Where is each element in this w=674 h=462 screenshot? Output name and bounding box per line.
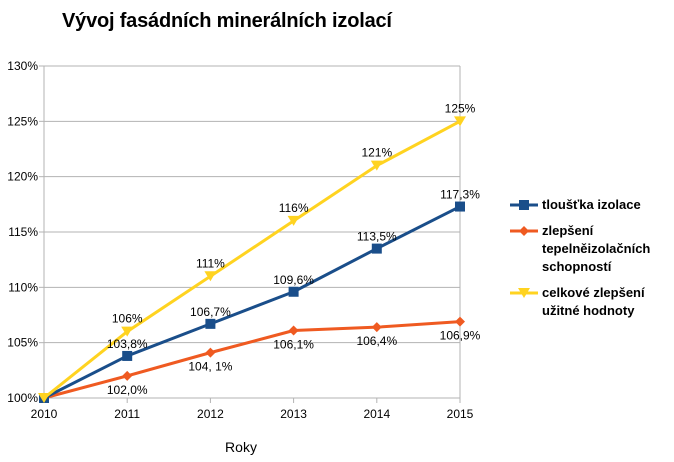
point-square-marker xyxy=(288,286,299,297)
data-label: 125% xyxy=(445,101,476,115)
point-square-marker xyxy=(205,318,216,329)
point-diamond-marker xyxy=(205,347,216,358)
point-triangle-marker xyxy=(38,393,50,403)
data-label: 106,4% xyxy=(356,334,397,348)
point-diamond-marker xyxy=(122,370,133,381)
legend-swatch xyxy=(510,288,538,298)
x-tick-label: 2010 xyxy=(31,407,58,421)
legend-swatch xyxy=(510,226,538,236)
data-label: 117,3% xyxy=(440,188,480,202)
x-tick-label: 2015 xyxy=(447,407,474,421)
legend-item: tloušťka izolace xyxy=(510,196,670,214)
series-line xyxy=(43,120,461,400)
y-tick-label: 120% xyxy=(7,170,38,184)
y-tick-label: 130% xyxy=(7,59,38,73)
point-square-marker xyxy=(519,200,529,210)
point-diamond-marker xyxy=(455,316,465,327)
series-line xyxy=(43,205,461,400)
point-diamond-marker xyxy=(519,226,529,236)
point-diamond-marker xyxy=(371,322,382,333)
data-label: 106% xyxy=(112,312,143,326)
data-label: 113,5% xyxy=(357,230,397,244)
y-tick-label: 110% xyxy=(8,280,38,294)
data-label: 109,6% xyxy=(273,273,314,287)
data-label: 106,7% xyxy=(190,305,231,319)
y-tick-label: 105% xyxy=(7,336,38,350)
x-tick-label: 2012 xyxy=(197,407,224,421)
y-tick-label: 125% xyxy=(7,114,38,128)
y-tick-label: 100% xyxy=(7,391,38,405)
x-axis-title: Roky xyxy=(225,439,257,455)
axes: 100% 105% 110% 115% 120% 125% 130% 2010 2011 2012… xyxy=(7,59,473,455)
series-lines xyxy=(38,116,466,403)
point-triangle-marker xyxy=(518,288,530,298)
legend-item: celkové zlepšení užitné hodnoty xyxy=(510,284,670,320)
point-square-marker xyxy=(455,201,465,212)
data-label: 121% xyxy=(361,146,392,160)
point-diamond-marker xyxy=(288,325,299,336)
x-tick-label: 2013 xyxy=(280,407,307,421)
x-tick-label: 2011 xyxy=(114,407,140,421)
point-triangle-marker xyxy=(287,215,300,226)
series-line xyxy=(43,320,461,400)
legend-swatch xyxy=(510,200,538,210)
point-triangle-marker xyxy=(370,160,383,171)
point-square-marker xyxy=(371,243,382,254)
legend-label: tloušťka izolace xyxy=(542,197,641,212)
legend: tloušťka izolace zlepšení tepelněizolační… xyxy=(510,196,670,328)
legend-item: zlepšení tepelněizolačních schopností xyxy=(510,222,670,276)
data-labels: 102,0% 104, 1% 106,1% 106,4% 106,9% 103,8% 106… xyxy=(107,101,481,397)
data-label: 102,0% xyxy=(107,383,148,397)
point-triangle-marker xyxy=(121,326,134,337)
x-tick-label: 2014 xyxy=(363,407,390,421)
data-label: 106,9% xyxy=(440,329,481,343)
point-triangle-marker xyxy=(204,271,217,282)
data-label: 111% xyxy=(196,256,225,270)
y-tick-label: 115% xyxy=(8,225,38,239)
data-label: 106,1% xyxy=(273,337,314,351)
data-label: 103,8% xyxy=(107,337,148,351)
legend-label: zlepšení tepelněizolačních schopností xyxy=(542,223,651,274)
data-label: 116% xyxy=(279,201,309,215)
legend-label: celkové zlepšení užitné hodnoty xyxy=(542,285,645,318)
point-square-marker xyxy=(122,350,133,361)
data-label: 104, 1% xyxy=(188,360,232,374)
point-triangle-marker xyxy=(454,116,466,127)
chart-title: Vývoj fasádních minerálních izolací xyxy=(62,10,392,32)
